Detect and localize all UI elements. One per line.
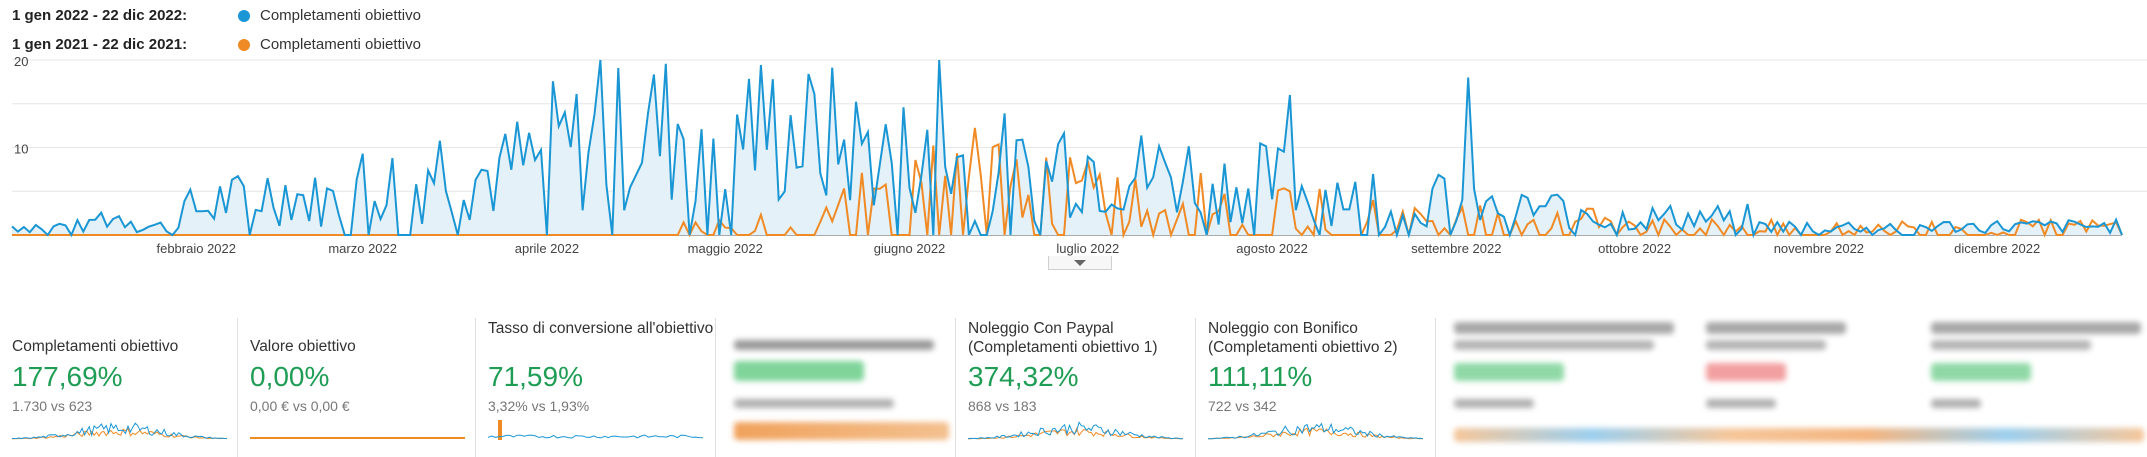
sparkline-line bbox=[1208, 427, 1423, 440]
series-line-2021 bbox=[12, 127, 2123, 239]
x-month-label: luglio 2022 bbox=[1056, 241, 1119, 256]
x-month-label: novembre 2022 bbox=[1774, 241, 1864, 256]
metric-title: Noleggio con Bonifico (Completamenti obi… bbox=[1208, 320, 1398, 356]
main-line-chart[interactable]: 10 20 febbraio 2022 marzo 2022 aprile 2022 m… bbox=[0, 55, 2147, 265]
series-line-2022 bbox=[11, 59, 2123, 239]
y-tick-label: 10 bbox=[14, 142, 28, 157]
x-month-label: aprile 2022 bbox=[515, 241, 579, 256]
metric-compare: 868 vs 183 bbox=[968, 398, 1037, 414]
redacted-value bbox=[1454, 363, 1564, 381]
x-month-label: febbraio 2022 bbox=[156, 241, 236, 256]
metrics-row: Completamenti obiettivo 177,69% 1.730 vs… bbox=[0, 318, 2147, 457]
redacted-compare bbox=[734, 399, 894, 408]
redacted-title bbox=[1454, 340, 1654, 350]
metric-divider bbox=[1435, 318, 1436, 457]
chart-area-layer bbox=[12, 60, 2122, 235]
metric-value: 111,11% bbox=[1208, 361, 1313, 392]
redacted-value bbox=[1931, 363, 2031, 381]
metric-value: 71,59% bbox=[488, 361, 583, 392]
sparkline-line bbox=[488, 434, 703, 439]
redacted-compare bbox=[1931, 399, 1981, 408]
x-month-label: giugno 2022 bbox=[874, 241, 946, 256]
metric-sparkline bbox=[12, 422, 227, 440]
redacted-compare bbox=[1454, 399, 1534, 408]
redacted-title bbox=[1454, 322, 1674, 334]
metric-sparkline bbox=[1208, 422, 1423, 440]
redacted-sparkline bbox=[734, 422, 949, 440]
metric-compare: 722 vs 342 bbox=[1208, 398, 1277, 414]
metric-redacted-1[interactable] bbox=[716, 318, 954, 457]
metric-divider bbox=[955, 318, 956, 457]
legend-period-current: 1 gen 2022 - 22 dic 2022: bbox=[12, 7, 188, 24]
metric-divider bbox=[1195, 318, 1196, 457]
x-month-label: marzo 2022 bbox=[328, 241, 397, 256]
metric-compare: 1.730 vs 623 bbox=[12, 398, 93, 414]
metric-divider bbox=[475, 318, 476, 457]
x-month-label: ottobre 2022 bbox=[1598, 241, 1671, 256]
metric-sparkline bbox=[488, 420, 703, 440]
redacted-title bbox=[1706, 340, 1826, 350]
metric-paypal-rental[interactable]: Noleggio Con Paypal (Completamenti obiet… bbox=[956, 318, 1194, 457]
metric-divider bbox=[237, 318, 238, 457]
metric-redacted-group[interactable] bbox=[1436, 318, 2147, 457]
sparkline-line bbox=[12, 422, 227, 440]
sparkline-line bbox=[968, 421, 1183, 440]
redacted-compare bbox=[1706, 399, 1776, 408]
metric-compare: 3,32% vs 1,93% bbox=[488, 398, 590, 414]
metric-bank-transfer-rental[interactable]: Noleggio con Bonifico (Completamenti obi… bbox=[1196, 318, 1434, 457]
chart-line-layer bbox=[11, 59, 2123, 239]
metric-value: 177,69% bbox=[12, 361, 123, 392]
legend-label-current: Completamenti obiettivo bbox=[260, 7, 421, 24]
sparkline-spike bbox=[498, 420, 502, 440]
metric-title: Valore obiettivo bbox=[250, 338, 356, 355]
redacted-title bbox=[1706, 322, 1846, 334]
legend-dot-previous bbox=[238, 39, 250, 51]
redacted-value bbox=[1706, 363, 1786, 381]
metric-value: 0,00% bbox=[250, 361, 330, 392]
redacted-value bbox=[734, 361, 864, 381]
metric-compare: 0,00 € vs 0,00 € bbox=[250, 398, 350, 414]
metric-goal-value[interactable]: Valore obiettivo 0,00% 0,00 € vs 0,00 € bbox=[238, 318, 474, 457]
x-month-labels: febbraio 2022 marzo 2022 aprile 2022 maggio… bbox=[156, 241, 2040, 256]
y-tick-labels: 10 20 bbox=[14, 55, 28, 157]
legend-row-previous[interactable]: 1 gen 2021 - 22 dic 2021: Completamenti … bbox=[12, 33, 532, 62]
legend-period-previous: 1 gen 2021 - 22 dic 2021: bbox=[12, 36, 188, 53]
metric-goal-completions[interactable]: Completamenti obiettivo 177,69% 1.730 vs… bbox=[0, 318, 236, 457]
x-month-label: agosto 2022 bbox=[1236, 241, 1308, 256]
legend-dot-current bbox=[238, 10, 250, 22]
metric-title: Completamenti obiettivo bbox=[12, 338, 179, 355]
chart-legend: 1 gen 2022 - 22 dic 2022: Completamenti … bbox=[12, 4, 532, 62]
x-month-label: dicembre 2022 bbox=[1954, 241, 2040, 256]
metric-title: Noleggio Con Paypal (Completamenti obiet… bbox=[968, 320, 1158, 356]
sparkline-line bbox=[1208, 422, 1423, 440]
metric-sparkline bbox=[968, 421, 1183, 440]
redacted-sparklines bbox=[1454, 428, 2144, 442]
metric-divider bbox=[715, 318, 716, 457]
sparkline-line bbox=[12, 427, 227, 440]
legend-row-current[interactable]: 1 gen 2022 - 22 dic 2022: Completamenti … bbox=[12, 4, 532, 33]
y-tick-label: 20 bbox=[14, 55, 28, 69]
chart-expand-toggle[interactable] bbox=[1048, 256, 1112, 270]
metric-value: 374,32% bbox=[968, 361, 1079, 392]
redacted-title bbox=[1931, 322, 2141, 334]
redacted-title bbox=[1931, 340, 2091, 350]
series-area-2022 bbox=[12, 60, 2122, 235]
legend-label-previous: Completamenti obiettivo bbox=[260, 36, 421, 53]
x-month-label: maggio 2022 bbox=[688, 241, 763, 256]
x-month-label: settembre 2022 bbox=[1411, 241, 1501, 256]
chevron-down-icon bbox=[1074, 259, 1086, 266]
metric-goal-conversion-rate[interactable]: Tasso di conversione all'obiettivo 71,59… bbox=[476, 318, 714, 457]
metric-title: Tasso di conversione all'obiettivo bbox=[488, 320, 714, 337]
metric-sparkline bbox=[250, 437, 465, 439]
redacted-title bbox=[734, 340, 934, 350]
